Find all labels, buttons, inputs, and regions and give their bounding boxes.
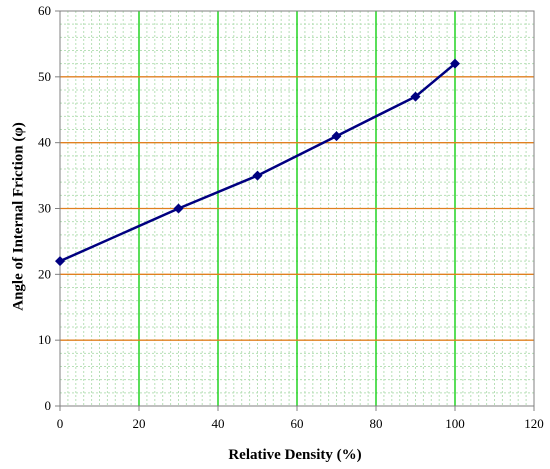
x-tick-label: 120 xyxy=(524,416,544,431)
series-layer xyxy=(55,58,460,267)
y-tick-label: 0 xyxy=(45,398,52,413)
y-tick-label: 40 xyxy=(38,135,51,150)
y-axis-ticks: 0 10 20 30 40 50 60 xyxy=(38,3,60,413)
y-tick-label: 10 xyxy=(38,332,51,347)
y-tick-label: 20 xyxy=(38,266,51,281)
x-axis-title: Relative Density (%) xyxy=(228,447,361,463)
data-point-marker xyxy=(55,256,65,267)
x-tick-label: 80 xyxy=(370,416,383,431)
x-tick-label: 20 xyxy=(133,416,146,431)
y-tick-label: 60 xyxy=(38,3,51,18)
data-point-marker xyxy=(252,170,263,181)
y-axis-title: Angle of Internal Friction (φ) xyxy=(10,122,26,311)
x-tick-label: 40 xyxy=(212,416,225,431)
y-tick-label: 30 xyxy=(38,201,51,216)
x-tick-label: 100 xyxy=(445,416,465,431)
data-point-marker xyxy=(173,203,184,214)
x-tick-label: 60 xyxy=(291,416,304,431)
x-tick-label: 0 xyxy=(57,416,64,431)
data-point-marker xyxy=(410,91,421,102)
data-point-marker xyxy=(331,131,342,142)
data-point-marker xyxy=(450,58,460,69)
x-axis-ticks: 0 20 40 60 80 100 120 xyxy=(57,406,544,431)
y-tick-label: 50 xyxy=(38,69,51,84)
major-grid xyxy=(60,11,534,406)
series-line xyxy=(59,62,456,263)
